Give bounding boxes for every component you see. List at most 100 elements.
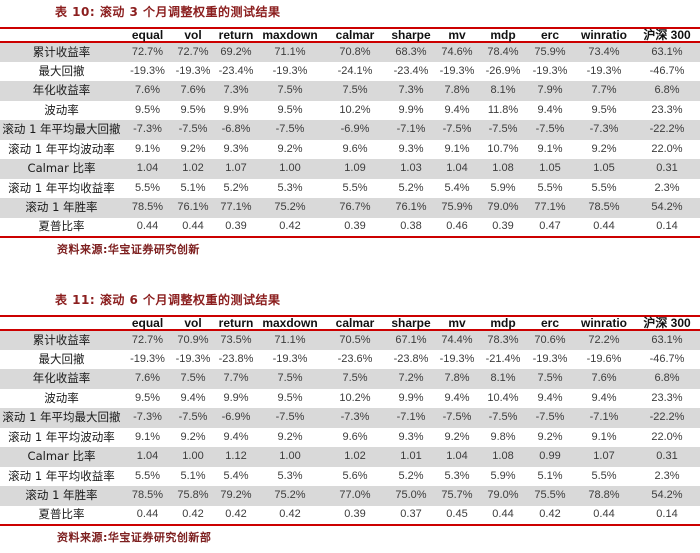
column-header: maxdown [258, 28, 322, 43]
value-cell: -7.5% [275, 123, 305, 136]
value-cell: 79.0% [487, 201, 519, 214]
value-cell: 76.1% [395, 201, 427, 214]
row-label: 滚动 1 年胜率 [25, 200, 98, 215]
header-row: equal vol return maxdown calmar sharpe mv mdp er… [0, 28, 700, 43]
value-cell: 10.7% [487, 142, 519, 155]
data-table: equal vol return maxdown calmar sharpe mv mdp er… [0, 27, 700, 238]
value-cell: 6.8% [654, 84, 680, 97]
value-cell: 7.3% [223, 84, 249, 97]
value-cell: 72.7% [177, 45, 209, 58]
value-cell: 0.39 [225, 220, 247, 233]
value-cell: 1.07 [225, 162, 247, 175]
value-cell: 0.42 [279, 508, 301, 521]
value-cell: 22.0% [651, 142, 683, 155]
table-row: 滚动 1 年平均收益率 5.5% 5.1% 5.4% 5.3% 5.6% 5.2% 5.3% 5… [0, 467, 700, 487]
value-cell: 1.09 [344, 162, 366, 175]
value-cell: 75.8% [177, 489, 209, 502]
value-cell: 5.2% [398, 469, 424, 482]
row-label: 滚动 1 年平均最大回撤 [2, 122, 121, 137]
value-cell: 7.5% [180, 372, 206, 385]
table-row: 滚动 1 年胜率 78.5% 76.1% 77.1% 75.2% 76.7% 76.1% 75… [0, 198, 700, 218]
value-cell: 5.3% [444, 469, 470, 482]
value-cell: -7.5% [178, 411, 208, 424]
value-cell: 54.2% [651, 201, 683, 214]
value-cell: 5.6% [342, 469, 368, 482]
value-cell: 9.5% [180, 103, 206, 116]
value-cell: 0.99 [539, 450, 561, 463]
value-cell: 78.5% [131, 489, 164, 502]
value-cell: 5.5% [537, 181, 563, 194]
value-cell: 10.4% [487, 391, 519, 404]
value-cell: 9.4% [537, 103, 563, 116]
value-cell: 7.6% [134, 372, 161, 385]
value-cell: 9.6% [342, 430, 368, 443]
value-cell: 71.1% [274, 333, 306, 346]
value-cell: 70.8% [339, 45, 371, 58]
column-header: 沪深 300 [634, 316, 700, 331]
value-cell: 0.38 [400, 220, 422, 233]
value-cell: 0.46 [446, 220, 468, 233]
value-cell: -19.3% [586, 64, 622, 77]
value-cell: 9.2% [180, 142, 206, 155]
value-cell: 7.5% [342, 372, 368, 385]
table-row: 滚动 1 年平均波动率 9.1% 9.2% 9.4% 9.2% 9.6% 9.3% 9.2% 9… [0, 428, 700, 448]
value-cell: 22.0% [651, 430, 683, 443]
table-row: 滚动 1 年平均波动率 9.1% 9.2% 9.3% 9.2% 9.6% 9.3% 9.1% 1… [0, 140, 700, 160]
value-cell: 0.44 [182, 220, 204, 233]
value-cell: -23.4% [218, 64, 254, 77]
value-cell: -23.6% [337, 352, 373, 365]
value-cell: 75.9% [534, 45, 566, 58]
table-row: 滚动 1 年平均最大回撤 -7.3% -7.5% -6.8% -7.5% -6.9% -7.… [0, 120, 700, 140]
value-cell: 5.9% [490, 181, 516, 194]
table-block: 表 11: 滚动 6 个月调整权重的测试结果 equal vol return max… [0, 292, 700, 544]
column-header: erc [526, 28, 574, 43]
value-cell: 72.2% [588, 333, 620, 346]
value-cell: -19.3% [272, 352, 308, 365]
value-cell: 1.00 [182, 450, 204, 463]
value-cell: -19.3% [130, 64, 165, 77]
value-cell: 78.5% [588, 201, 620, 214]
value-cell: -19.6% [586, 352, 622, 365]
column-header: erc [526, 316, 574, 331]
value-cell: 75.0% [395, 489, 427, 502]
value-cell: 73.5% [220, 333, 252, 346]
value-cell: 72.7% [131, 333, 164, 346]
value-cell: 78.4% [487, 45, 519, 58]
value-cell: 0.31 [656, 450, 678, 463]
value-cell: -19.3% [175, 64, 211, 77]
value-cell: -23.4% [393, 64, 429, 77]
row-label: 波动率 [44, 102, 79, 117]
table-row: 夏普比率 0.44 0.42 0.42 0.42 0.39 0.37 0.45 0.44 0.42… [0, 506, 700, 526]
value-cell: 5.1% [537, 469, 563, 482]
value-cell: -19.3% [175, 352, 211, 365]
row-label: 年化收益率 [32, 83, 91, 98]
value-cell: 69.2% [220, 45, 252, 58]
value-cell: -22.2% [649, 123, 685, 136]
value-cell: 1.04 [136, 450, 159, 463]
column-header: winratio [574, 316, 634, 331]
value-cell: 72.7% [131, 45, 164, 58]
value-cell: -19.3% [439, 64, 475, 77]
column-header: equal [123, 28, 172, 43]
value-cell: 5.5% [591, 469, 617, 482]
row-label: Calmar 比率 [27, 449, 96, 464]
value-cell: -7.5% [275, 411, 305, 424]
value-cell: 74.4% [441, 333, 473, 346]
value-cell: 9.2% [277, 142, 303, 155]
value-cell: 0.37 [400, 508, 422, 521]
value-cell: -21.4% [485, 352, 521, 365]
value-cell: 23.3% [651, 391, 683, 404]
value-cell: 7.7% [223, 372, 249, 385]
value-cell: 1.02 [344, 450, 366, 463]
value-cell: 0.45 [446, 508, 468, 521]
column-header: sharpe [388, 316, 434, 331]
value-cell: -46.7% [649, 64, 685, 77]
value-cell: 9.1% [134, 430, 161, 443]
value-cell: 5.4% [444, 181, 470, 194]
value-cell: -6.9% [340, 123, 370, 136]
value-cell: 10.2% [339, 103, 371, 116]
value-cell: 78.5% [131, 201, 164, 214]
value-cell: 0.44 [492, 508, 514, 521]
value-cell: 9.6% [342, 142, 368, 155]
